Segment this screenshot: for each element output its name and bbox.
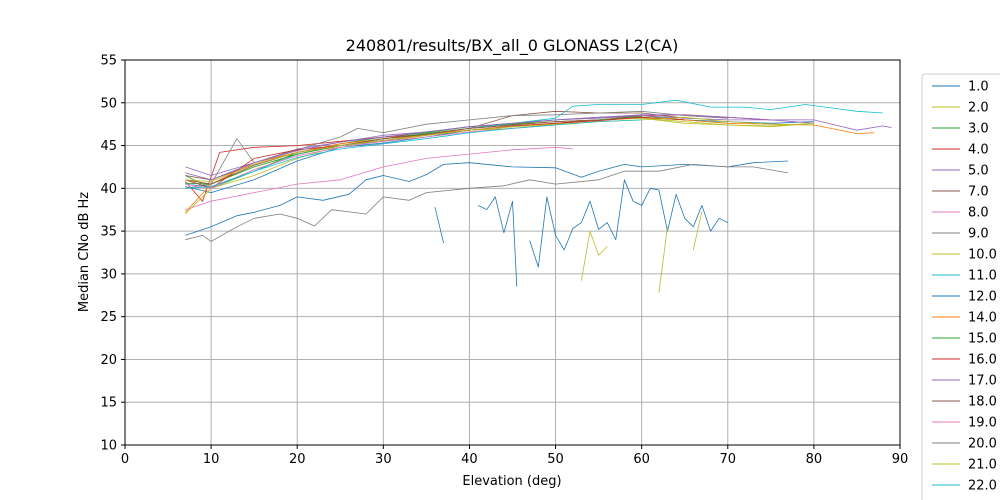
legend-label: 17.0 xyxy=(968,374,997,389)
legend-label: 1.0 xyxy=(968,80,989,95)
series-line-17-0 xyxy=(185,114,892,181)
x-tick-label: 10 xyxy=(203,452,220,467)
legend: 1.0 2.0 3.0 4.0 5.0 7.0 8.0 9.0 10.0 11.0 12.0 14.0… xyxy=(921,73,1000,500)
series-line-9-0 xyxy=(185,110,728,189)
legend-label: 15.0 xyxy=(968,332,997,347)
x-axis-title: Elevation (deg) xyxy=(462,474,561,489)
grid xyxy=(124,59,901,446)
x-tick-label: 80 xyxy=(806,452,823,467)
y-tick-label: 50 xyxy=(100,96,117,111)
series-line-22-0 xyxy=(185,119,642,189)
series-segment xyxy=(434,207,444,244)
series-segment xyxy=(529,179,728,268)
legend-label: 3.0 xyxy=(968,122,989,137)
y-tick-label: 10 xyxy=(100,439,117,454)
y-tick-label: 15 xyxy=(100,396,117,411)
x-tick-label: 0 xyxy=(121,452,129,467)
series-line-12-0 xyxy=(185,160,789,236)
legend-frame xyxy=(921,73,1000,500)
y-tick-label: 45 xyxy=(100,139,117,154)
y-tick-label: 55 xyxy=(100,54,117,69)
series-line-18-0 xyxy=(185,119,599,185)
legend-label: 7.0 xyxy=(968,185,989,200)
legend-label: 2.0 xyxy=(968,101,989,116)
series-line-20-0 xyxy=(185,163,789,242)
series-segment xyxy=(477,196,518,287)
series-line-10-0 xyxy=(185,117,814,215)
legend-label: 21.0 xyxy=(968,458,997,473)
legend-label: 4.0 xyxy=(968,143,989,158)
axis-ticks: 0 10 20 30 40 50 60 70 80 90 10 15 20 25 30 35 40 45 50 55 xyxy=(100,54,908,468)
series-line-8-0 xyxy=(185,146,573,211)
legend-label: 11.0 xyxy=(968,269,997,284)
legend-label: 22.0 xyxy=(968,479,997,494)
y-axis-title: Median CNo dB Hz xyxy=(77,192,92,312)
series-line-3-0 xyxy=(185,115,728,189)
x-tick-label: 50 xyxy=(547,452,564,467)
series-line-16-0 xyxy=(185,116,685,189)
legend-label: 10.0 xyxy=(968,248,997,263)
chart-title: 240801/results/BX_all_0 GLONASS L2(CA) xyxy=(346,36,679,56)
x-tick-label: 20 xyxy=(289,452,306,467)
series-segment xyxy=(581,230,608,281)
y-tick-label: 20 xyxy=(100,353,117,368)
x-tick-label: 30 xyxy=(375,452,392,467)
legend-label: 18.0 xyxy=(968,395,997,410)
y-tick-label: 40 xyxy=(100,182,117,197)
x-tick-label: 70 xyxy=(720,452,737,467)
legend-label: 5.0 xyxy=(968,164,989,179)
y-tick-label: 25 xyxy=(100,310,117,325)
y-tick-label: 35 xyxy=(100,225,117,240)
x-tick-label: 90 xyxy=(892,452,909,467)
series-line-21-0 xyxy=(185,116,814,182)
plot-frame xyxy=(124,59,901,446)
x-tick-label: 60 xyxy=(633,452,650,467)
legend-label: 19.0 xyxy=(968,416,997,431)
legend-label: 12.0 xyxy=(968,290,997,305)
legend-label: 16.0 xyxy=(968,353,997,368)
y-tick-label: 30 xyxy=(100,267,117,282)
series-segment xyxy=(658,226,668,293)
x-tick-label: 40 xyxy=(461,452,478,467)
series-segment xyxy=(692,211,703,250)
legend-label: 9.0 xyxy=(968,227,989,242)
legend-label: 8.0 xyxy=(968,206,989,221)
series-layer xyxy=(184,99,892,293)
legend-label: 14.0 xyxy=(968,311,997,326)
legend-label: 20.0 xyxy=(968,437,997,452)
